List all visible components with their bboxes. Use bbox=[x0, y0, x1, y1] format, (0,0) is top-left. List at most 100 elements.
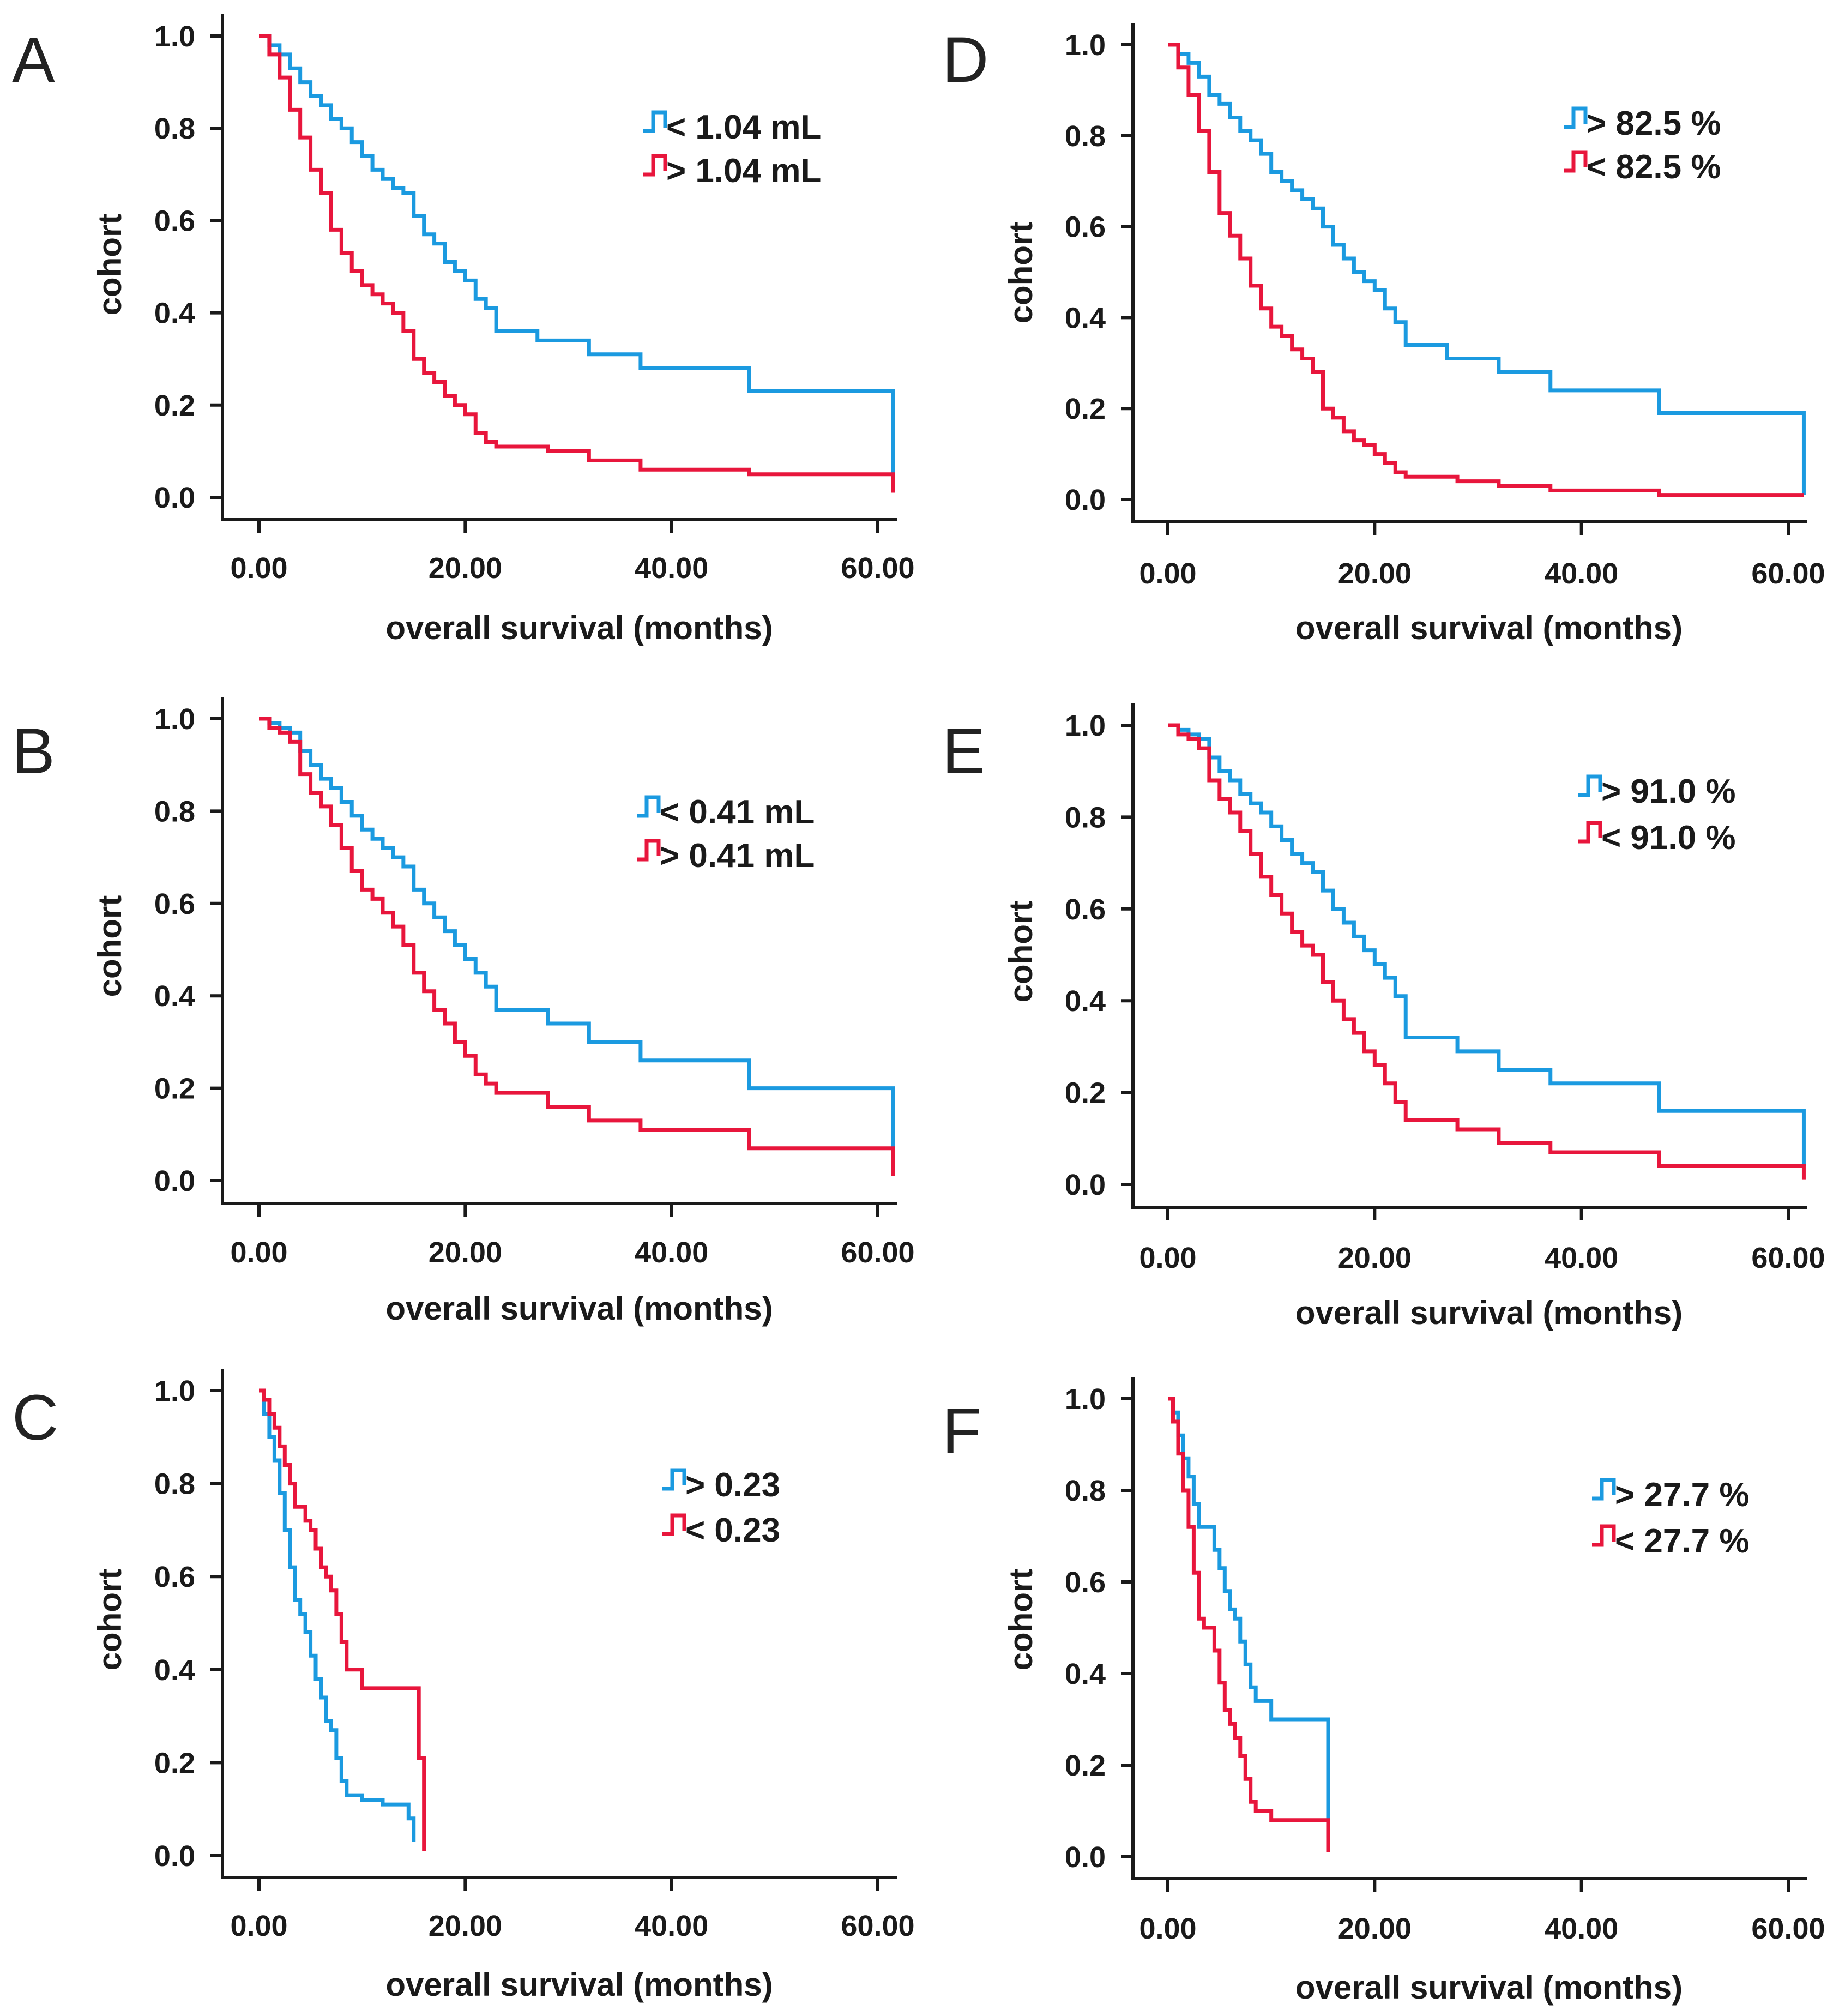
legend-label: > 91.0 % bbox=[1601, 773, 1735, 810]
legend-swatch bbox=[1578, 821, 1602, 844]
y-tick-label: 0.0 bbox=[154, 482, 195, 514]
panel-e: E 0.0 0.2 0.4 0.6 0.8 1.0 0.00 20.00 40.00 60.00 ov… bbox=[942, 703, 1825, 1331]
y-axis-title: cohort bbox=[92, 1569, 128, 1671]
x-tick-label: 60.00 bbox=[1751, 1242, 1825, 1274]
y-tick-label: 0.2 bbox=[154, 1747, 195, 1779]
y-tick-label: 0.0 bbox=[1065, 484, 1106, 516]
series-line-lower bbox=[259, 34, 895, 493]
x-tick-label: 40.00 bbox=[635, 552, 708, 585]
series-line-lower bbox=[1168, 1397, 1330, 1852]
y-tick-label: 0.4 bbox=[154, 1654, 195, 1687]
y-axis-title: cohort bbox=[92, 214, 128, 316]
panel-b: B 0.0 0.2 0.4 0.6 0.8 1.0 0.00 20.00 40.00 60.00 ov… bbox=[12, 697, 915, 1327]
legend-swatch bbox=[1578, 774, 1602, 797]
y-tick-label: 0.2 bbox=[154, 389, 195, 422]
y-axis-title: cohort bbox=[92, 895, 128, 997]
x-tick-label: 40.00 bbox=[635, 1236, 708, 1269]
y-tick-label: 0.2 bbox=[1065, 393, 1106, 425]
legend-swatch bbox=[662, 1513, 686, 1536]
x-tick-label: 20.00 bbox=[429, 1236, 502, 1269]
x-axis-title: overall survival (months) bbox=[1295, 1969, 1683, 2006]
x-tick-label: 60.00 bbox=[841, 1236, 914, 1269]
legend-swatch bbox=[643, 110, 667, 133]
series-line-lower bbox=[1168, 723, 1806, 1180]
y-tick-label: 0.2 bbox=[154, 1073, 195, 1105]
x-tick-label: 0.00 bbox=[230, 552, 287, 585]
series-line-lower bbox=[1168, 43, 1804, 497]
series-line-lower bbox=[259, 717, 895, 1176]
y-tick-label: 0.8 bbox=[154, 112, 195, 145]
x-tick-label: 60.00 bbox=[841, 1910, 914, 1942]
series-line-upper bbox=[259, 1388, 416, 1842]
y-tick-label: 1.0 bbox=[1065, 709, 1106, 742]
legend-swatch bbox=[637, 795, 661, 818]
y-axis-title: cohort bbox=[1003, 1569, 1039, 1671]
y-tick-label: 0.6 bbox=[1065, 1566, 1106, 1599]
x-tick-label: 0.00 bbox=[230, 1910, 287, 1942]
legend-swatch bbox=[662, 1468, 686, 1491]
series-line-lower bbox=[259, 1388, 426, 1851]
y-tick-label: 1.0 bbox=[154, 1375, 195, 1407]
legend-label: > 27.7 % bbox=[1615, 1476, 1749, 1514]
x-tick-label: 40.00 bbox=[1545, 1912, 1618, 1945]
legend-label: > 82.5 % bbox=[1587, 105, 1721, 142]
x-tick-label: 0.00 bbox=[230, 1236, 287, 1269]
panel-letter: F bbox=[942, 1395, 981, 1467]
y-tick-label: 1.0 bbox=[1065, 29, 1106, 62]
panel-letter: E bbox=[942, 715, 985, 787]
legend-swatch bbox=[1592, 1524, 1616, 1547]
panel-a: A 0.0 0.2 0.4 0.6 0.8 1.0 0.00 20.00 40.00 60.00 ov… bbox=[12, 14, 915, 646]
x-tick-label: 0.00 bbox=[1139, 1912, 1196, 1945]
legend-label: < 91.0 % bbox=[1601, 819, 1735, 857]
series-line-upper bbox=[259, 34, 895, 479]
legend-label: < 82.5 % bbox=[1587, 148, 1721, 186]
legend-label: > 0.41 mL bbox=[660, 837, 815, 875]
x-tick-label: 60.00 bbox=[1751, 1912, 1825, 1945]
y-tick-label: 0.0 bbox=[154, 1840, 195, 1873]
y-tick-label: 0.4 bbox=[154, 297, 195, 330]
legend-label: < 0.41 mL bbox=[660, 793, 815, 831]
y-tick-label: 0.0 bbox=[1065, 1169, 1106, 1201]
panel-letter: C bbox=[12, 1382, 58, 1454]
y-tick-label: 1.0 bbox=[1065, 1383, 1106, 1416]
y-tick-label: 0.2 bbox=[1065, 1749, 1106, 1782]
legend-label: < 27.7 % bbox=[1615, 1522, 1749, 1560]
x-axis-title: overall survival (months) bbox=[1295, 610, 1683, 646]
panel-f: F 0.0 0.2 0.4 0.6 0.8 1.0 0.00 20.00 40.00 60.00 ov… bbox=[942, 1377, 1825, 2006]
x-tick-label: 20.00 bbox=[1338, 1242, 1412, 1274]
legend-swatch bbox=[1564, 150, 1588, 173]
y-tick-label: 0.4 bbox=[1065, 985, 1106, 1018]
y-tick-label: 0.6 bbox=[1065, 893, 1106, 926]
x-axis-title: overall survival (months) bbox=[385, 1966, 773, 2003]
x-axis-title: overall survival (months) bbox=[1295, 1295, 1683, 1331]
y-tick-label: 0.6 bbox=[154, 204, 195, 237]
y-tick-label: 0.6 bbox=[154, 1561, 195, 1593]
x-tick-label: 20.00 bbox=[429, 552, 502, 585]
panel-letter: D bbox=[942, 24, 988, 96]
y-tick-label: 0.4 bbox=[154, 980, 195, 1013]
x-tick-label: 20.00 bbox=[429, 1910, 502, 1942]
y-tick-label: 0.8 bbox=[154, 1468, 195, 1501]
x-tick-label: 0.00 bbox=[1139, 557, 1196, 590]
x-tick-label: 60.00 bbox=[841, 552, 914, 585]
x-tick-label: 0.00 bbox=[1139, 1242, 1196, 1274]
legend-label: > 1.04 mL bbox=[666, 152, 821, 190]
y-axis-title: cohort bbox=[1003, 901, 1039, 1003]
x-tick-label: 40.00 bbox=[635, 1910, 708, 1942]
legend-label: < 1.04 mL bbox=[666, 109, 821, 146]
y-tick-label: 0.0 bbox=[1065, 1841, 1106, 1874]
panel-c: C 0.0 0.2 0.4 0.6 0.8 1.0 0.00 20.00 40.00 60.00 ov… bbox=[12, 1369, 915, 2003]
x-tick-label: 20.00 bbox=[1338, 557, 1412, 590]
legend-swatch bbox=[637, 839, 661, 862]
legend-swatch bbox=[643, 154, 667, 177]
y-tick-label: 1.0 bbox=[154, 20, 195, 53]
y-tick-label: 1.0 bbox=[154, 703, 195, 736]
y-tick-label: 0.6 bbox=[154, 888, 195, 920]
legend-swatch bbox=[1592, 1478, 1616, 1501]
series-line-upper bbox=[259, 717, 895, 1153]
legend-label: > 0.23 bbox=[685, 1466, 780, 1504]
legend-label: < 0.23 bbox=[685, 1512, 780, 1549]
y-tick-label: 0.8 bbox=[1065, 1475, 1106, 1507]
y-tick-label: 0.4 bbox=[1065, 1658, 1106, 1690]
